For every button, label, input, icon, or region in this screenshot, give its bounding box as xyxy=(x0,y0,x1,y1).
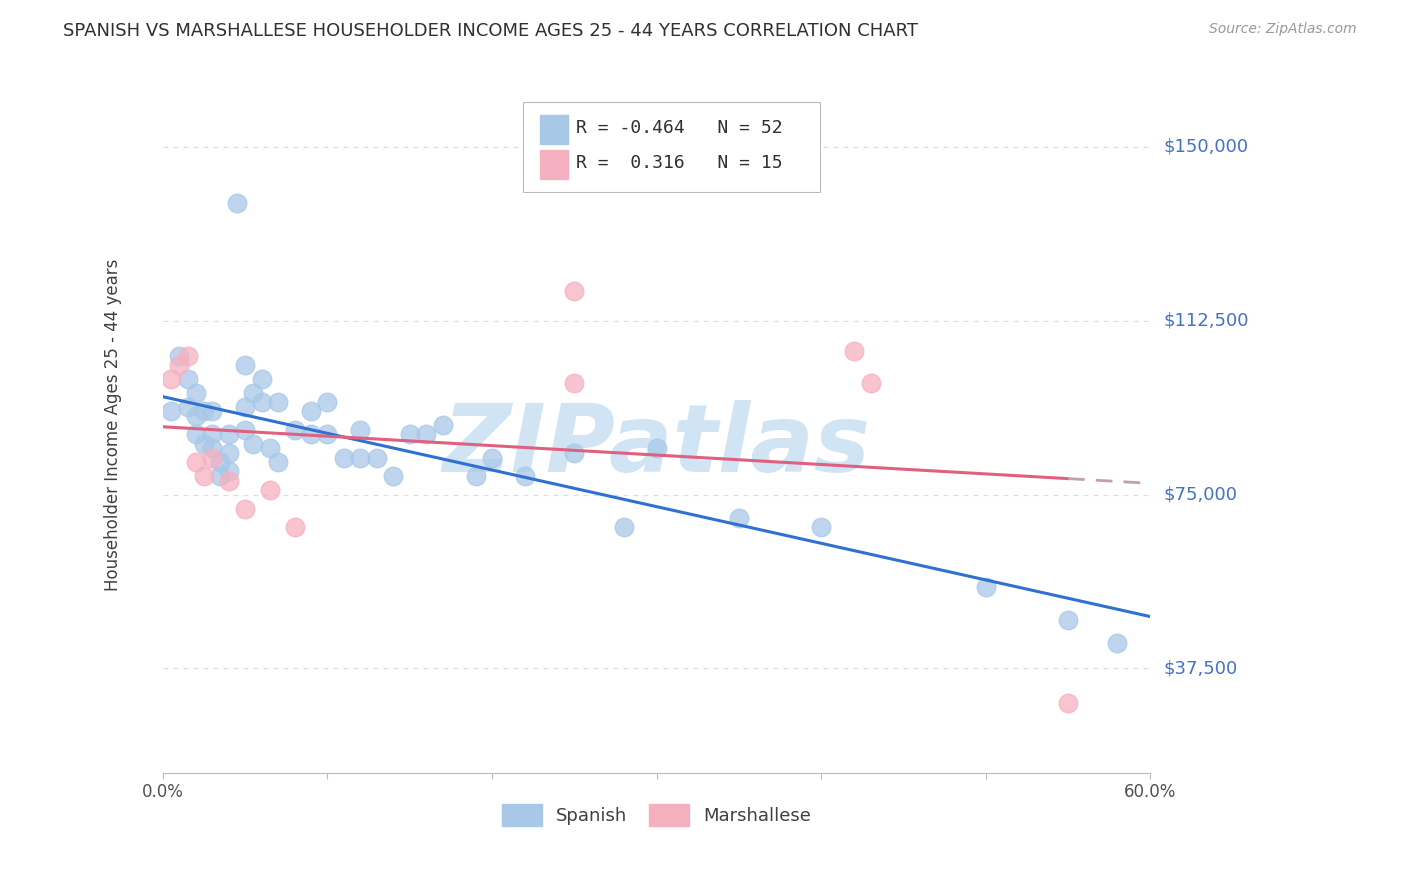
Point xyxy=(193,436,215,450)
Legend: Spanish, Marshallese: Spanish, Marshallese xyxy=(495,797,818,833)
Point xyxy=(184,385,207,400)
Point xyxy=(184,427,207,442)
Point xyxy=(233,501,256,516)
Point xyxy=(1107,636,1129,650)
Point xyxy=(169,358,191,372)
Bar xyxy=(540,150,568,179)
Point xyxy=(974,580,997,594)
Text: Householder Income Ages 25 - 44 years: Householder Income Ages 25 - 44 years xyxy=(104,259,122,591)
Point xyxy=(233,423,256,437)
Point xyxy=(242,436,264,450)
Point xyxy=(169,349,191,363)
FancyBboxPatch shape xyxy=(523,102,820,192)
Point xyxy=(193,469,215,483)
Point xyxy=(209,469,232,483)
Point xyxy=(209,455,232,469)
Point xyxy=(250,372,273,386)
Point xyxy=(283,423,305,437)
Point xyxy=(176,400,198,414)
Point xyxy=(160,372,183,386)
Point xyxy=(184,409,207,423)
Point xyxy=(176,372,198,386)
Point xyxy=(316,395,339,409)
Text: ZIPatlas: ZIPatlas xyxy=(443,400,870,492)
Point xyxy=(233,358,256,372)
Point xyxy=(645,442,668,456)
Text: R = -0.464   N = 52: R = -0.464 N = 52 xyxy=(575,120,782,137)
Point xyxy=(810,520,832,534)
Point xyxy=(1057,696,1080,710)
Point xyxy=(613,520,636,534)
Point xyxy=(842,343,865,358)
Point xyxy=(218,465,240,479)
Point xyxy=(562,446,585,460)
Point xyxy=(432,418,454,433)
Text: $37,500: $37,500 xyxy=(1164,659,1237,677)
Point xyxy=(250,395,273,409)
Point xyxy=(201,404,224,418)
Point xyxy=(316,427,339,442)
Point xyxy=(728,510,751,524)
Point xyxy=(513,469,536,483)
Bar xyxy=(540,115,568,145)
Point xyxy=(259,483,281,497)
Point xyxy=(333,450,356,465)
Point xyxy=(233,400,256,414)
Text: R =  0.316   N = 15: R = 0.316 N = 15 xyxy=(575,154,782,172)
Point xyxy=(259,442,281,456)
Point xyxy=(160,404,183,418)
Text: $75,000: $75,000 xyxy=(1164,485,1237,504)
Point xyxy=(299,427,322,442)
Point xyxy=(267,455,290,469)
Point xyxy=(562,284,585,298)
Text: $150,000: $150,000 xyxy=(1164,138,1249,156)
Point xyxy=(218,446,240,460)
Point xyxy=(415,427,437,442)
Point xyxy=(267,395,290,409)
Point xyxy=(366,450,388,465)
Point xyxy=(283,520,305,534)
Point xyxy=(201,427,224,442)
Point xyxy=(464,469,486,483)
Point xyxy=(562,376,585,391)
Text: Source: ZipAtlas.com: Source: ZipAtlas.com xyxy=(1209,22,1357,37)
Point xyxy=(242,385,264,400)
Point xyxy=(201,450,224,465)
Point xyxy=(176,349,198,363)
Text: SPANISH VS MARSHALLESE HOUSEHOLDER INCOME AGES 25 - 44 YEARS CORRELATION CHART: SPANISH VS MARSHALLESE HOUSEHOLDER INCOM… xyxy=(63,22,918,40)
Point xyxy=(193,404,215,418)
Point xyxy=(218,427,240,442)
Point xyxy=(225,195,247,210)
Point xyxy=(398,427,420,442)
Point xyxy=(201,442,224,456)
Point xyxy=(218,474,240,488)
Point xyxy=(859,376,882,391)
Point xyxy=(184,455,207,469)
Point xyxy=(349,423,371,437)
Point xyxy=(349,450,371,465)
Text: $112,500: $112,500 xyxy=(1164,312,1249,330)
Point xyxy=(481,450,503,465)
Point xyxy=(1057,613,1080,627)
Point xyxy=(382,469,405,483)
Point xyxy=(299,404,322,418)
